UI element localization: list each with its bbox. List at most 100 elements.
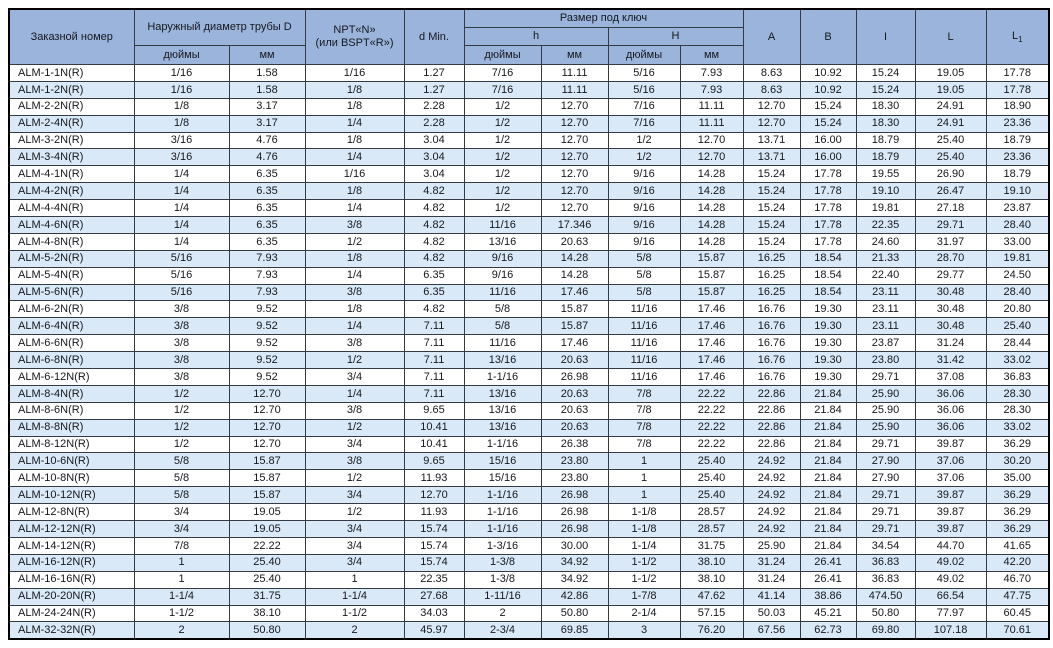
- cell-L1: 18.90: [985, 97, 1050, 116]
- cell-H-inches: 1-1/4: [607, 536, 681, 555]
- cell-npt: 1/2: [304, 503, 405, 522]
- subheader-diameter-mm: мм: [228, 45, 306, 65]
- cell-diameter-inches: 3/8: [133, 368, 230, 386]
- cell-L1: 19.10: [985, 182, 1050, 201]
- cell-I: 23.11: [855, 300, 916, 319]
- cell-I: 15.24: [855, 80, 916, 99]
- cell-B: 21.84: [799, 486, 857, 505]
- table-row: ALM-8-12N(R) 1/2 12.70 3/4 10.41 1-1/16 26.38 7…: [8, 435, 1050, 454]
- col-header-H: H: [607, 27, 744, 46]
- cell-h-mm: 12.70: [540, 114, 609, 133]
- cell-h-mm: 17.346: [540, 216, 609, 234]
- cell-diameter-mm: 15.87: [228, 469, 306, 488]
- cell-diameter-inches: 1/4: [133, 165, 230, 184]
- table-row: ALM-5-6N(R) 5/16 7.93 3/8 6.35 11/16 17.46 5/8 1…: [8, 283, 1050, 302]
- cell-d-min: 6.35: [403, 283, 465, 302]
- cell-L1: 33.02: [985, 418, 1050, 437]
- cell-H-mm: 14.28: [679, 216, 744, 234]
- cell-L1: 30.20: [985, 452, 1050, 471]
- table-row: ALM-3-4N(R) 3/16 4.76 1/4 3.04 1/2 12.70 1/2 12.…: [8, 148, 1050, 167]
- cell-I: 22.35: [855, 216, 916, 234]
- cell-diameter-inches: 5/8: [133, 486, 230, 505]
- table-row: ALM-5-4N(R) 5/16 7.93 1/4 6.35 9/16 14.28 5/8 15…: [8, 266, 1050, 285]
- cell-A: 15.24: [742, 165, 801, 184]
- cell-d-min: 7.11: [403, 384, 465, 403]
- cell-H-mm: 22.22: [679, 401, 744, 420]
- cell-H-inches: 5/8: [607, 266, 681, 285]
- col-header-B: B: [799, 8, 857, 65]
- cell-diameter-inches: 3/16: [133, 131, 230, 150]
- cell-H-inches: 1-1/2: [607, 553, 681, 572]
- cell-d-min: 15.74: [403, 520, 465, 538]
- cell-h-inches: 1-1/16: [463, 520, 542, 538]
- cell-H-mm: 14.28: [679, 199, 744, 218]
- cell-H-inches: 7/8: [607, 435, 681, 454]
- cell-npt: 1/8: [304, 131, 405, 150]
- cell-H-inches: 7/8: [607, 418, 681, 437]
- cell-diameter-mm: 12.70: [228, 401, 306, 420]
- cell-npt: 3/8: [304, 334, 405, 353]
- cell-h-inches: 1-1/16: [463, 435, 542, 454]
- cell-diameter-inches: 1/16: [133, 64, 230, 82]
- cell-H-mm: 25.40: [679, 469, 744, 488]
- cell-d-min: 45.97: [403, 621, 465, 640]
- cell-L1: 36.29: [985, 435, 1050, 454]
- cell-H-inches: 5/8: [607, 283, 681, 302]
- cell-diameter-inches: 1/4: [133, 182, 230, 201]
- cell-I: 25.90: [855, 384, 916, 403]
- cell-h-inches: 1/2: [463, 182, 542, 201]
- cell-B: 21.84: [799, 435, 857, 454]
- cell-L1: 18.79: [985, 131, 1050, 150]
- cell-L1: 19.81: [985, 249, 1050, 268]
- cell-A: 22.86: [742, 435, 801, 454]
- cell-d-min: 27.68: [403, 587, 465, 606]
- cell-d-min: 11.93: [403, 469, 465, 488]
- cell-H-mm: 25.40: [679, 452, 744, 471]
- cell-h-mm: 34.92: [540, 553, 609, 572]
- cell-B: 21.84: [799, 384, 857, 403]
- cell-H-inches: 1: [607, 469, 681, 488]
- cell-order-number: ALM-20-20N(R): [8, 587, 135, 606]
- cell-diameter-mm: 12.70: [228, 435, 306, 454]
- cell-L1: 28.30: [985, 401, 1050, 420]
- cell-H-mm: 12.70: [679, 131, 744, 150]
- cell-npt: 3/4: [304, 486, 405, 505]
- cell-B: 18.54: [799, 283, 857, 302]
- cell-order-number: ALM-12-12N(R): [8, 520, 135, 538]
- cell-order-number: ALM-6-6N(R): [8, 334, 135, 353]
- cell-I: 15.24: [855, 64, 916, 82]
- cell-H-mm: 11.11: [679, 97, 744, 116]
- cell-A: 16.76: [742, 334, 801, 353]
- cell-L: 28.70: [914, 249, 987, 268]
- col-header-order-number: Заказной номер: [8, 8, 135, 65]
- cell-L: 26.90: [914, 165, 987, 184]
- cell-L: 77.97: [914, 604, 987, 623]
- cell-B: 17.78: [799, 182, 857, 201]
- cell-d-min: 4.82: [403, 199, 465, 218]
- cell-H-mm: 31.75: [679, 536, 744, 555]
- table-row: ALM-16-16N(R) 1 25.40 1 22.35 1-3/8 34.92 1-1/2…: [8, 570, 1050, 589]
- cell-L1: 70.61: [985, 621, 1050, 640]
- cell-L: 19.05: [914, 80, 987, 99]
- cell-A: 22.86: [742, 401, 801, 420]
- cell-d-min: 3.04: [403, 165, 465, 184]
- cell-diameter-mm: 4.76: [228, 131, 306, 150]
- cell-H-mm: 14.28: [679, 232, 744, 251]
- cell-diameter-mm: 50.80: [228, 621, 306, 640]
- cell-L: 30.48: [914, 317, 987, 336]
- cell-h-inches: 1/2: [463, 97, 542, 116]
- cell-npt: 1/4: [304, 317, 405, 336]
- cell-B: 62.73: [799, 621, 857, 640]
- cell-d-min: 4.82: [403, 182, 465, 201]
- cell-L: 36.06: [914, 418, 987, 437]
- cell-H-mm: 17.46: [679, 317, 744, 336]
- cell-A: 15.24: [742, 182, 801, 201]
- cell-H-mm: 15.87: [679, 283, 744, 302]
- table-row: ALM-32-32N(R) 2 50.80 2 45.97 2-3/4 69.85 3 76.2…: [8, 621, 1050, 640]
- cell-d-min: 7.11: [403, 368, 465, 386]
- cell-npt: 3/8: [304, 452, 405, 471]
- subheader-H-inches: дюймы: [607, 45, 681, 65]
- cell-H-mm: 57.15: [679, 604, 744, 623]
- cell-H-mm: 22.22: [679, 435, 744, 454]
- cell-h-mm: 69.85: [540, 621, 609, 640]
